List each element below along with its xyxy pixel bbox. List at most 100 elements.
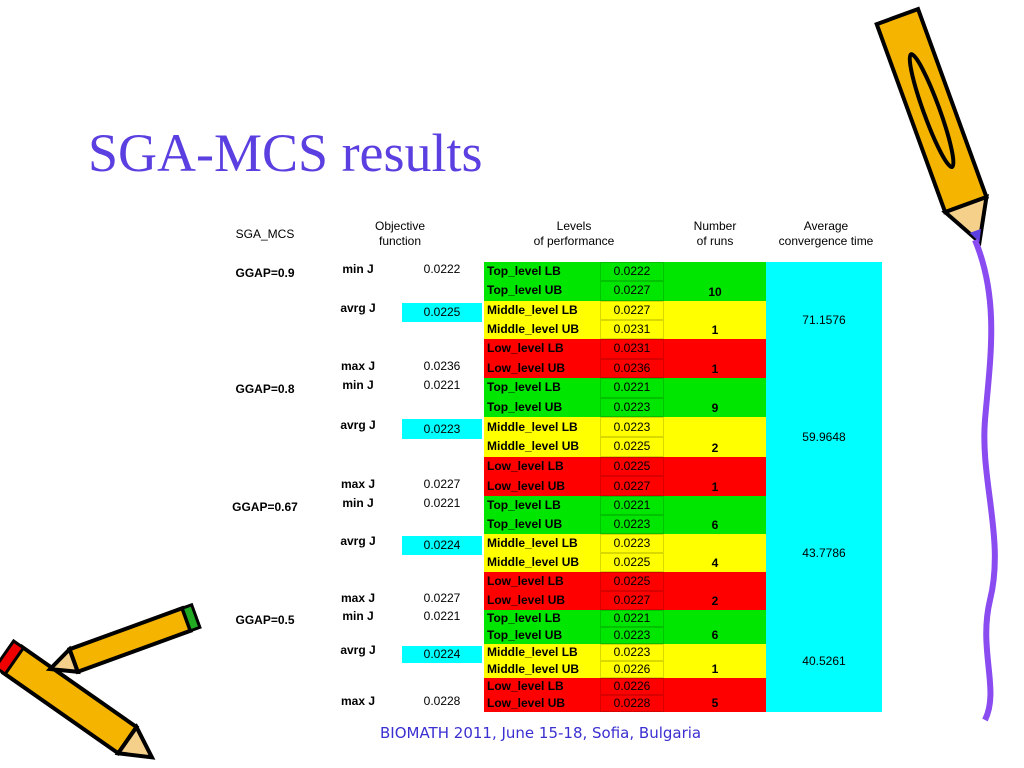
level-value: 0.0225 [600, 437, 664, 457]
cyan-column [766, 378, 882, 496]
cyan-column [766, 610, 882, 712]
stat-label: min J [342, 378, 374, 393]
slide-title: SGA-MCS results [88, 123, 483, 183]
level-label: Middle_level LB [484, 534, 600, 553]
group-name: GGAP=0.67 [232, 500, 298, 514]
level-label: Low_level UB [484, 358, 600, 378]
runs-cell: 1 [664, 456, 766, 496]
level-label: Top_level UB [484, 397, 600, 418]
level-value: 0.0231 [600, 320, 664, 340]
runs-cell: 6 [664, 496, 766, 534]
runs-cell: 5 [664, 678, 766, 712]
runs-cell: 4 [664, 534, 766, 572]
stat-value: 0.0236 [423, 358, 461, 373]
stat-value: 0.0227 [423, 476, 461, 491]
pencil-top [874, 6, 990, 247]
level-value: 0.0226 [600, 661, 664, 678]
level-label: Middle_level UB [484, 661, 600, 678]
group-name: GGAP=0.9 [235, 266, 295, 281]
stat-value: 0.0223 [402, 419, 482, 439]
stat-label: max J [340, 476, 376, 491]
stat-label: avrg J [340, 417, 376, 432]
level-value: 0.0222 [600, 262, 664, 282]
stat-value: 0.0221 [423, 609, 461, 623]
level-value: 0.0223 [600, 397, 664, 418]
level-value: 0.0225 [600, 572, 664, 591]
runs-cell: 10 [664, 262, 766, 301]
pencil-bottom [0, 638, 156, 760]
level-label: Middle_level UB [484, 320, 600, 340]
level-label: Low_level LB [484, 339, 600, 359]
level-value: 0.0227 [600, 476, 664, 496]
runs-cell: 1 [664, 300, 766, 340]
header-cell: Levels of performance [533, 219, 615, 248]
header-cell: SGA_MCS [235, 226, 295, 241]
level-label: Middle_level LB [484, 644, 600, 661]
level-label: Middle_level LB [484, 300, 600, 320]
level-label: Middle_level LB [484, 417, 600, 437]
stat-label: avrg J [340, 534, 376, 548]
stat-value: 0.0227 [423, 591, 461, 605]
header-cell: Objective function [374, 219, 426, 248]
stat-label: max J [340, 694, 376, 708]
level-value: 0.0226 [600, 678, 664, 695]
level-label: Top_level LB [484, 610, 600, 627]
runs-cell: 1 [664, 339, 766, 378]
level-value: 0.0221 [600, 378, 664, 398]
avg-time: 40.5261 [802, 653, 846, 668]
avg-time: 59.9648 [802, 429, 846, 444]
stat-label: avrg J [340, 300, 376, 315]
level-label: Low_level LB [484, 456, 600, 477]
level-value: 0.0225 [600, 456, 664, 477]
level-value: 0.0227 [600, 281, 664, 301]
runs-cell: 2 [664, 572, 766, 610]
level-value: 0.0221 [600, 496, 664, 515]
stat-value: 0.0224 [402, 536, 482, 555]
level-label: Top_level UB [484, 627, 600, 644]
stat-value: 0.0228 [423, 694, 461, 708]
group-name: GGAP=0.8 [235, 382, 295, 397]
level-label: Low_level LB [484, 572, 600, 591]
level-label: Middle_level UB [484, 437, 600, 457]
stat-label: avrg J [340, 643, 376, 657]
level-label: Low_level UB [484, 591, 600, 610]
level-value: 0.0221 [600, 610, 664, 627]
level-label: Top_level LB [484, 496, 600, 515]
level-value: 0.0223 [600, 644, 664, 661]
level-label: Top_level LB [484, 378, 600, 398]
pencil-bottom-2 [45, 602, 202, 675]
stat-label: max J [340, 358, 376, 373]
level-label: Top_level LB [484, 262, 600, 282]
level-label: Low_level UB [484, 695, 600, 712]
stat-label: min J [342, 262, 374, 277]
level-value: 0.0231 [600, 339, 664, 359]
stat-label: min J [342, 609, 374, 623]
runs-cell: 6 [664, 610, 766, 644]
stat-value: 0.0222 [423, 262, 461, 277]
level-label: Low_level LB [484, 678, 600, 695]
stat-value: 0.0224 [402, 646, 482, 663]
level-value: 0.0223 [600, 534, 664, 553]
footer: BIOMATH 2011, June 15-18, Sofia, Bulgari… [380, 724, 702, 742]
stat-value: 0.0225 [402, 302, 482, 322]
group-name: GGAP=0.5 [235, 613, 295, 627]
runs-cell: 2 [664, 417, 766, 457]
level-value: 0.0228 [600, 695, 664, 712]
header-cell: Average convergence time [778, 219, 874, 248]
level-value: 0.0223 [600, 417, 664, 437]
level-label: Middle_level UB [484, 553, 600, 572]
avg-time: 71.1576 [802, 312, 846, 327]
level-value: 0.0236 [600, 358, 664, 378]
stat-value: 0.0221 [423, 378, 461, 393]
level-label: Low_level UB [484, 476, 600, 496]
runs-cell: 9 [664, 378, 766, 418]
runs-cell: 1 [664, 644, 766, 678]
cyan-column [766, 496, 882, 610]
level-value: 0.0223 [600, 627, 664, 644]
cyan-column [766, 262, 882, 378]
level-value: 0.0227 [600, 300, 664, 320]
level-value: 0.0225 [600, 553, 664, 572]
level-value: 0.0223 [600, 515, 664, 534]
